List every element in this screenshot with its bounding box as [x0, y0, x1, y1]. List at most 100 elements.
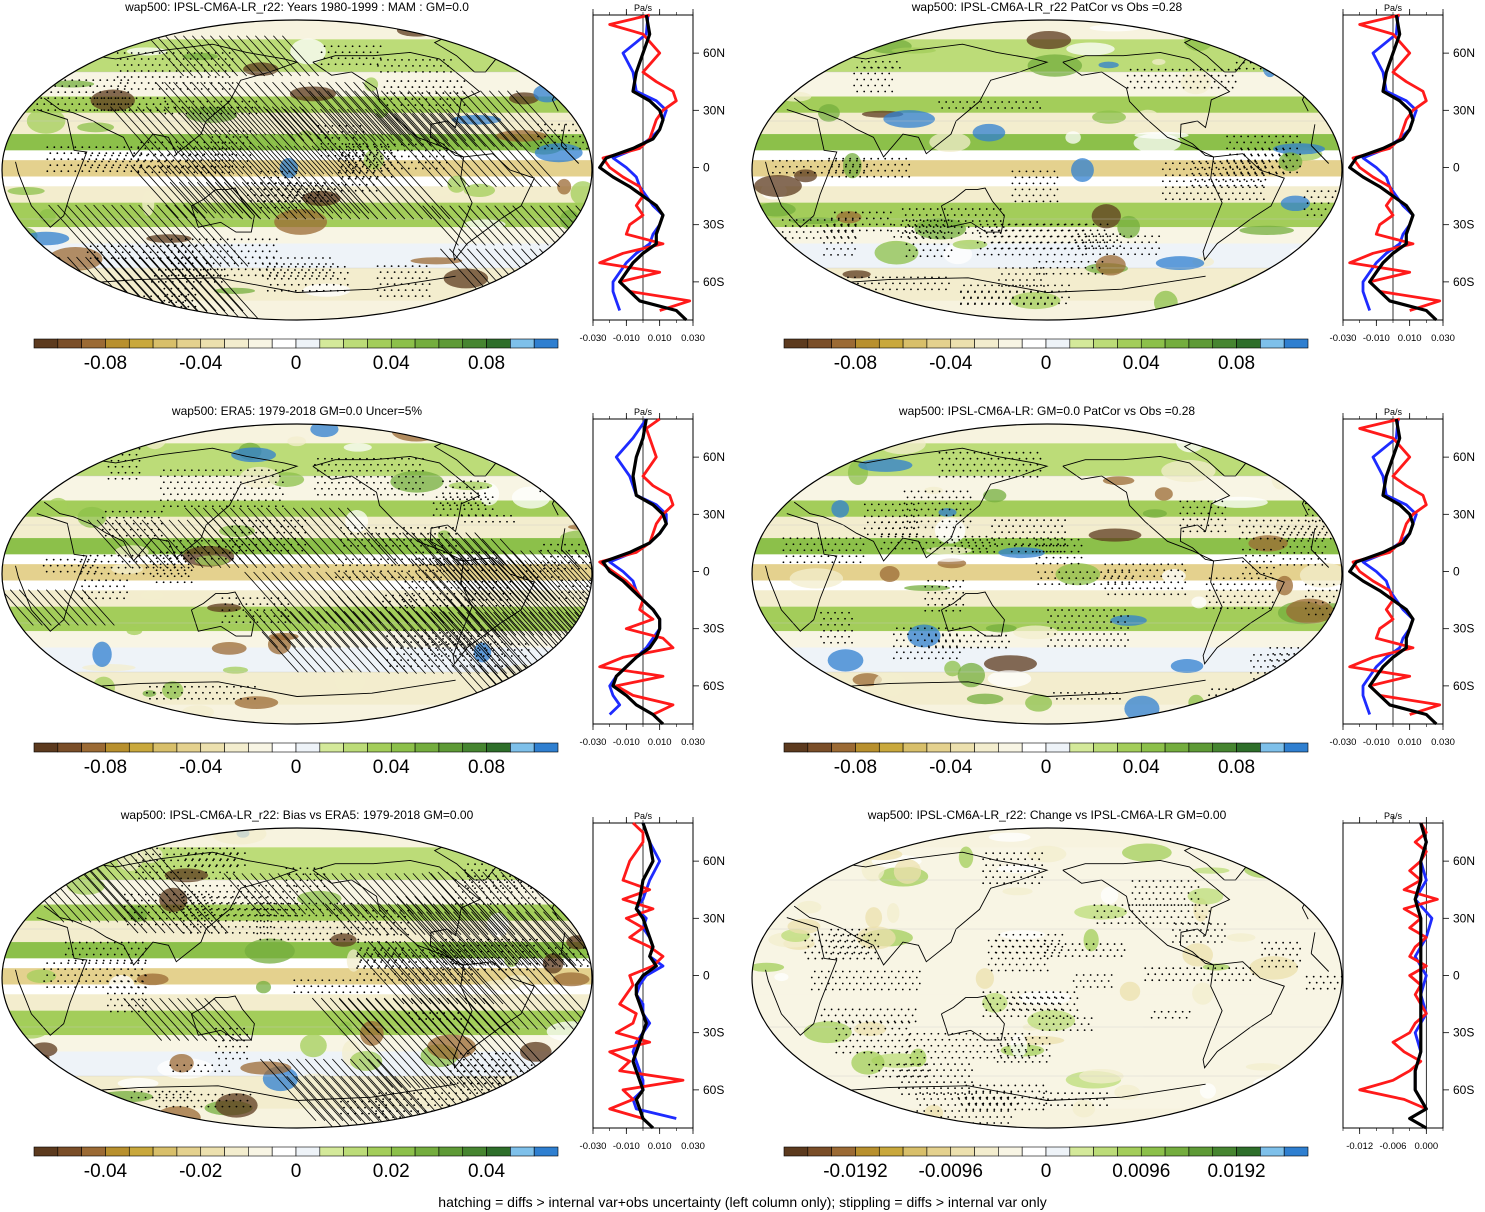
- x-tick-label: -0.010: [613, 737, 640, 748]
- colorbar-swatch: [367, 742, 392, 753]
- map-field: [2, 828, 592, 1128]
- colorbar-label: 0: [291, 757, 302, 778]
- colorbar-swatch: [390, 338, 416, 349]
- series-black: [631, 822, 658, 1130]
- colorbar-swatch: [855, 338, 880, 349]
- colorbar-swatch: [902, 338, 928, 349]
- x-tick-label: -0.010: [1363, 737, 1390, 748]
- colorbar-label: -0.0192: [823, 1161, 887, 1182]
- colorbar-swatch: [533, 742, 559, 753]
- x-tick-label: 0.000: [1414, 1141, 1438, 1152]
- colorbar-swatch: [998, 1146, 1023, 1157]
- colorbar-swatch: [1212, 1146, 1237, 1157]
- panel-p1: wap500: IPSL-CM6A-LR_r22: Years 1980-199…: [0, 0, 742, 404]
- map-outline: [751, 827, 1343, 1129]
- colorbar-label: -0.08: [834, 353, 877, 374]
- colorbar-label: 0.08: [1218, 757, 1255, 778]
- colorbar-swatch: [878, 742, 904, 753]
- y-tick-label: 30N: [703, 507, 725, 521]
- colorbar-swatch: [1117, 742, 1142, 753]
- colorbar-swatch: [248, 338, 273, 349]
- y-tick-label: 30N: [703, 103, 725, 117]
- colorbar-swatch: [319, 338, 344, 349]
- profile-unit: Pa/s: [634, 3, 653, 13]
- colorbar-swatch: [57, 1146, 82, 1157]
- colorbar-swatch: [807, 1146, 832, 1157]
- colorbar-swatch: [950, 338, 975, 349]
- series-red: [598, 13, 692, 312]
- figure-footnote: hatching = diffs > internal var+obs unce…: [438, 1194, 1047, 1210]
- hatching: [31, 35, 592, 320]
- colorbar-label: 0.04: [1123, 353, 1160, 374]
- colorbar-swatch: [926, 338, 952, 349]
- colorbar-label: 0: [1041, 1161, 1052, 1182]
- colorbar-label: 0: [1041, 353, 1052, 374]
- colorbar-swatch: [57, 338, 82, 349]
- colorbar-swatch: [1021, 338, 1047, 349]
- y-tick-label: 60N: [703, 46, 725, 60]
- colorbar-swatch: [319, 742, 344, 753]
- panel-title: wap500: IPSL-CM6A-LR_r22 PatCor vs Obs =…: [911, 0, 1183, 14]
- map-outline: [1, 19, 593, 321]
- colorbar-swatch: [224, 742, 249, 753]
- colorbar-label: -0.04: [84, 1161, 128, 1182]
- colorbar-swatch: [998, 742, 1023, 753]
- colorbar-label: -0.04: [179, 757, 223, 778]
- colorbar-swatch: [974, 1146, 999, 1157]
- colorbar-swatch: [1093, 1146, 1118, 1157]
- colorbar-swatch: [462, 338, 487, 349]
- colorbar-swatch: [128, 742, 154, 753]
- x-tick-label: -0.010: [1363, 333, 1390, 344]
- colorbar-swatch: [783, 742, 809, 753]
- panel-graphics: wap500: IPSL-CM6A-LR_r22: Bias vs ERA5: …: [1, 808, 725, 1182]
- colorbar-swatch: [1021, 1146, 1047, 1157]
- y-tick-label: 60S: [703, 275, 724, 289]
- colorbar-swatch: [1164, 338, 1190, 349]
- series-black: [1348, 14, 1438, 322]
- colorbar-swatch: [1069, 338, 1094, 349]
- y-tick-label: 30S: [703, 218, 724, 232]
- y-tick-label: 60N: [703, 450, 725, 464]
- colorbar-swatch: [510, 742, 535, 753]
- colorbar-swatch: [176, 338, 202, 349]
- colorbar-swatch: [533, 1146, 559, 1157]
- colorbar-swatch: [878, 1146, 904, 1157]
- profile-unit: Pa/s: [634, 811, 653, 821]
- panel-graphics: wap500: ERA5: 1979-2018 GM=0.0 Uncer=5% -…: [1, 404, 725, 778]
- x-tick-label: 0.030: [681, 737, 705, 748]
- x-tick-label: 0.010: [648, 737, 672, 748]
- colorbar-label: -0.08: [834, 757, 877, 778]
- colorbar-swatch: [1045, 338, 1071, 349]
- colorbar-swatch: [998, 338, 1023, 349]
- y-tick-label: 60S: [703, 679, 724, 693]
- stippling: [782, 451, 1342, 715]
- colorbar-swatch: [1093, 338, 1118, 349]
- colorbar-swatch: [152, 338, 178, 349]
- colorbar-label: -0.02: [179, 1161, 222, 1182]
- colorbar-swatch: [855, 1146, 880, 1157]
- colorbar-swatch: [1236, 338, 1261, 349]
- colorbar-swatch: [1188, 1146, 1214, 1157]
- map-field: [752, 424, 1342, 724]
- colorbar-swatch: [902, 1146, 928, 1157]
- colorbar-swatch: [81, 1146, 106, 1157]
- x-tick-label: -0.030: [580, 333, 607, 344]
- colorbar-swatch: [1045, 742, 1071, 753]
- profile-unit: Pa/s: [1384, 407, 1403, 417]
- panel-p2: wap500: IPSL-CM6A-LR_r22 PatCor vs Obs =…: [750, 0, 1485, 404]
- zonal-profile-chart: Pa/s -0.030 -0.010 0.010 0.030 60N 30N 0 30S 60S: [580, 407, 725, 748]
- colorbar-label: -0.08: [84, 757, 127, 778]
- colorbar-label: 0: [291, 1161, 302, 1182]
- colorbar-swatch: [200, 338, 225, 349]
- colorbar-label: 0: [291, 353, 302, 374]
- colorbar-swatch: [1260, 1146, 1285, 1157]
- colorbar-label: 0.0192: [1207, 1161, 1265, 1182]
- colorbar-swatch: [438, 742, 464, 753]
- y-tick-label: 0: [703, 969, 710, 983]
- colorbar-swatch: [343, 742, 368, 753]
- colorbar-swatch: [128, 338, 154, 349]
- colorbar-swatch: [510, 1146, 535, 1157]
- colorbar: -0.08 -0.04 0 0.04 0.08: [783, 338, 1309, 374]
- zonal-profile-chart: Pa/s -0.030 -0.010 0.010 0.030 60N 30N 0 30S 60S: [580, 811, 725, 1152]
- x-tick-label: -0.030: [1330, 333, 1357, 344]
